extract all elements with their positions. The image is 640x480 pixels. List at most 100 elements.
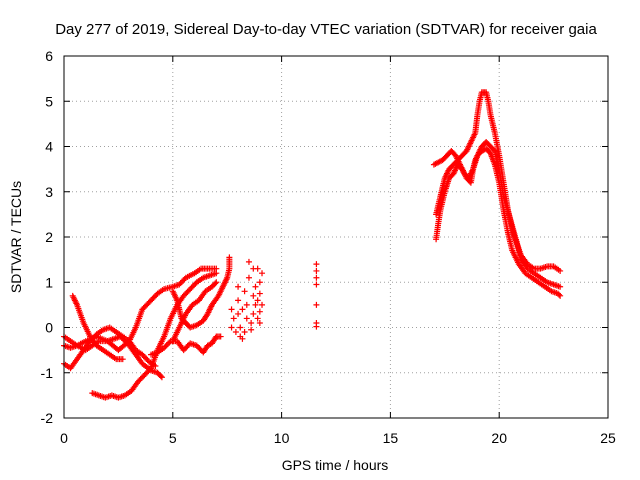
data-point bbox=[313, 281, 320, 288]
x-tick-label: 0 bbox=[60, 430, 68, 446]
data-point bbox=[254, 297, 261, 304]
data-point bbox=[158, 374, 165, 381]
data-point bbox=[136, 377, 143, 384]
x-tick-label: 5 bbox=[169, 430, 177, 446]
data-point bbox=[245, 274, 252, 281]
data-point bbox=[228, 306, 235, 313]
data-point bbox=[185, 287, 192, 294]
data-point bbox=[148, 297, 155, 304]
data-point bbox=[250, 310, 257, 317]
data-point bbox=[184, 288, 191, 295]
series-trace-e bbox=[89, 270, 220, 401]
data-point bbox=[166, 339, 173, 346]
data-point bbox=[254, 265, 261, 272]
y-tick-label: 6 bbox=[45, 48, 53, 64]
series-trace-f bbox=[148, 333, 224, 358]
data-point bbox=[248, 319, 255, 326]
data-point bbox=[191, 281, 198, 288]
data-point bbox=[137, 376, 144, 383]
data-point bbox=[87, 338, 94, 345]
data-point bbox=[196, 345, 203, 352]
y-tick-label: 5 bbox=[45, 93, 53, 109]
data-point bbox=[187, 286, 194, 293]
data-point bbox=[241, 288, 248, 295]
y-tick-label: 3 bbox=[45, 184, 53, 200]
y-tick-label: 0 bbox=[45, 320, 53, 336]
y-tick-label: 2 bbox=[45, 229, 53, 245]
ticks-layer: 0 5 10 15 20 25 -2 -1 0 1 2 3 4 5 6 bbox=[41, 48, 616, 446]
x-tick-label: 15 bbox=[383, 430, 399, 446]
data-point bbox=[256, 308, 263, 315]
data-point bbox=[144, 369, 151, 376]
data-point bbox=[557, 292, 564, 299]
data-point bbox=[181, 276, 188, 283]
marks-layer bbox=[61, 89, 564, 401]
data-point bbox=[138, 374, 145, 381]
data-point bbox=[256, 279, 263, 286]
data-point bbox=[256, 290, 263, 297]
data-point bbox=[150, 294, 157, 301]
data-point bbox=[163, 342, 170, 349]
data-point bbox=[259, 301, 266, 308]
data-point bbox=[161, 344, 168, 351]
y-axis-label: SDTVAR / TECUs bbox=[8, 181, 24, 293]
data-point bbox=[226, 254, 233, 261]
x-tick-label: 25 bbox=[600, 430, 616, 446]
series-trace-17-23h-mid bbox=[430, 138, 564, 290]
data-point bbox=[235, 310, 242, 317]
y-tick-label: 4 bbox=[45, 139, 53, 155]
data-point bbox=[176, 281, 183, 288]
data-point bbox=[313, 301, 320, 308]
data-point bbox=[237, 324, 244, 331]
data-point bbox=[88, 336, 95, 343]
data-point bbox=[149, 295, 156, 302]
data-point bbox=[181, 345, 188, 352]
x-tick-label: 10 bbox=[274, 430, 290, 446]
y-tick-label: 1 bbox=[45, 274, 53, 290]
data-point bbox=[217, 333, 224, 340]
data-point bbox=[142, 370, 149, 377]
y-tick-label: -2 bbox=[41, 410, 54, 426]
data-point bbox=[189, 283, 196, 290]
data-point bbox=[140, 353, 147, 360]
data-point bbox=[248, 326, 255, 333]
data-point bbox=[228, 324, 235, 331]
data-point bbox=[252, 301, 259, 308]
data-point bbox=[239, 306, 246, 313]
data-point bbox=[313, 323, 320, 330]
data-point bbox=[259, 270, 266, 277]
x-tick-label: 20 bbox=[491, 430, 507, 446]
data-point bbox=[141, 372, 148, 379]
data-point bbox=[213, 270, 220, 277]
series-cluster-11.7h bbox=[313, 261, 320, 330]
data-point bbox=[162, 343, 169, 350]
data-point bbox=[119, 356, 126, 363]
data-point bbox=[141, 354, 148, 361]
data-point bbox=[134, 378, 141, 385]
data-point bbox=[180, 277, 187, 284]
data-point bbox=[181, 291, 188, 298]
series-cluster-8-9h bbox=[228, 258, 266, 342]
data-point bbox=[256, 319, 263, 326]
data-point bbox=[195, 343, 202, 350]
data-point bbox=[89, 335, 96, 342]
data-point bbox=[243, 301, 250, 308]
grid-layer bbox=[64, 56, 608, 418]
series-trace-b bbox=[61, 265, 220, 354]
data-point bbox=[212, 280, 219, 287]
data-point bbox=[183, 344, 190, 351]
data-point bbox=[557, 267, 564, 274]
data-point bbox=[180, 347, 187, 354]
data-point bbox=[193, 342, 200, 349]
data-point bbox=[178, 278, 185, 285]
data-point bbox=[235, 283, 242, 290]
chart-title: Day 277 of 2019, Sidereal Day-to-day VTE… bbox=[55, 21, 597, 38]
data-point bbox=[313, 261, 320, 268]
data-point bbox=[145, 367, 152, 374]
data-point bbox=[140, 373, 147, 380]
data-point bbox=[165, 340, 172, 347]
data-point bbox=[143, 355, 150, 362]
data-point bbox=[313, 267, 320, 274]
data-point bbox=[239, 335, 246, 342]
